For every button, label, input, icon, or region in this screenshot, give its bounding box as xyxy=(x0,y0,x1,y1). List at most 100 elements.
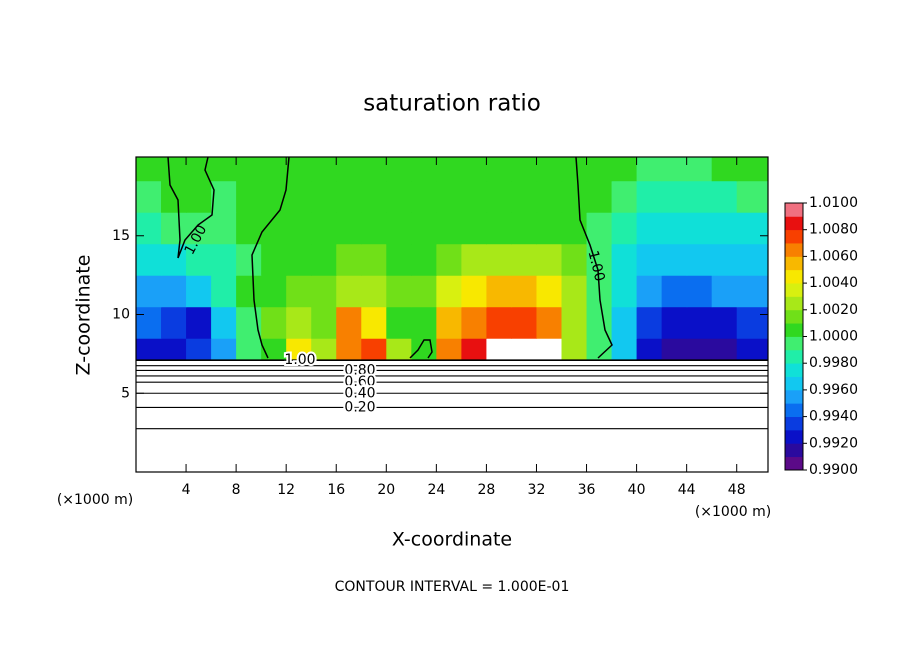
cell xyxy=(236,157,262,182)
x-tick-label: 20 xyxy=(377,482,395,498)
cell xyxy=(336,243,362,276)
cell xyxy=(661,212,688,245)
cell xyxy=(311,243,337,276)
cell xyxy=(636,212,663,245)
cell xyxy=(261,275,287,308)
cell xyxy=(261,306,287,339)
cell xyxy=(186,306,212,339)
cell xyxy=(361,157,387,182)
cell xyxy=(536,180,563,213)
cell xyxy=(486,306,513,339)
cell xyxy=(536,212,563,245)
cell xyxy=(386,157,412,182)
contour-label: 0.80 xyxy=(344,362,375,378)
cell xyxy=(611,212,638,245)
cell xyxy=(511,212,538,245)
x-tick-label: 12 xyxy=(277,482,295,498)
cell xyxy=(411,306,437,339)
cell xyxy=(411,275,437,308)
cell xyxy=(486,243,513,276)
cell xyxy=(236,180,262,213)
cell xyxy=(361,306,387,339)
cell xyxy=(736,275,768,308)
x-tick-label: 36 xyxy=(578,482,596,498)
colorbar-band xyxy=(785,389,803,404)
cell xyxy=(386,275,412,308)
contours xyxy=(136,359,768,430)
x-tick-label: 24 xyxy=(427,482,445,498)
colorbar-band xyxy=(785,403,803,417)
contour-line xyxy=(251,157,290,359)
cell xyxy=(286,275,312,308)
colorbar-label: 1.0100 xyxy=(809,195,858,211)
ground xyxy=(136,360,768,472)
cell xyxy=(486,275,513,308)
cell xyxy=(611,157,638,182)
colorbar-label: 1.0000 xyxy=(809,329,858,345)
colorbar-label: 1.0040 xyxy=(809,275,858,291)
cell xyxy=(211,180,237,213)
cell xyxy=(736,243,768,276)
cell xyxy=(511,157,538,182)
cell xyxy=(686,212,713,245)
colorbar-band xyxy=(785,336,803,351)
chart-title: saturation ratio xyxy=(363,91,541,117)
colorbar-band xyxy=(785,456,803,471)
cell xyxy=(411,157,437,182)
cell xyxy=(436,157,462,182)
colorbar-band xyxy=(785,229,803,244)
colorbar-label: 1.0020 xyxy=(809,302,858,318)
cell xyxy=(411,212,437,245)
cell xyxy=(611,180,638,213)
cell xyxy=(536,275,563,308)
cell xyxy=(436,243,462,276)
cell xyxy=(461,275,488,308)
cell xyxy=(286,212,312,245)
x-tick-label: 28 xyxy=(478,482,496,498)
cell xyxy=(536,306,563,339)
colorbar-label: 0.9980 xyxy=(809,355,858,371)
y-tick-label: 5 xyxy=(121,385,130,401)
contour-label: 0.40 xyxy=(344,385,375,401)
cell xyxy=(311,275,337,308)
cell xyxy=(611,275,638,308)
cell xyxy=(511,275,538,308)
cell xyxy=(386,212,412,245)
cell xyxy=(736,306,768,339)
field xyxy=(136,157,768,472)
cell xyxy=(336,157,362,182)
cell xyxy=(736,180,768,213)
colorbar-band xyxy=(785,323,803,337)
cell xyxy=(211,243,237,276)
colorbar-label: 0.9940 xyxy=(809,409,858,425)
cell xyxy=(211,157,237,182)
cell xyxy=(286,243,312,276)
cell xyxy=(461,180,488,213)
colorbar-band xyxy=(785,429,803,444)
cell xyxy=(361,180,387,213)
cell xyxy=(311,306,337,339)
cell xyxy=(611,306,638,339)
cell xyxy=(311,180,337,213)
colorbar-label: 1.0080 xyxy=(809,222,858,238)
cell xyxy=(586,212,613,245)
cell xyxy=(161,212,187,245)
colorbar-band xyxy=(785,443,803,458)
cell xyxy=(436,212,462,245)
x-unit: (×1000 m) xyxy=(695,504,771,520)
cell xyxy=(586,157,613,182)
cell xyxy=(561,157,588,182)
colorbar-band xyxy=(785,283,803,297)
cell xyxy=(636,180,663,213)
cell xyxy=(386,180,412,213)
cell xyxy=(661,306,688,339)
cell xyxy=(636,243,663,276)
cell xyxy=(136,275,162,308)
cell xyxy=(186,180,212,213)
cell xyxy=(136,212,162,245)
cell xyxy=(461,157,488,182)
cell xyxy=(586,180,613,213)
cell xyxy=(661,275,688,308)
cell xyxy=(536,157,563,182)
cell xyxy=(636,306,663,339)
